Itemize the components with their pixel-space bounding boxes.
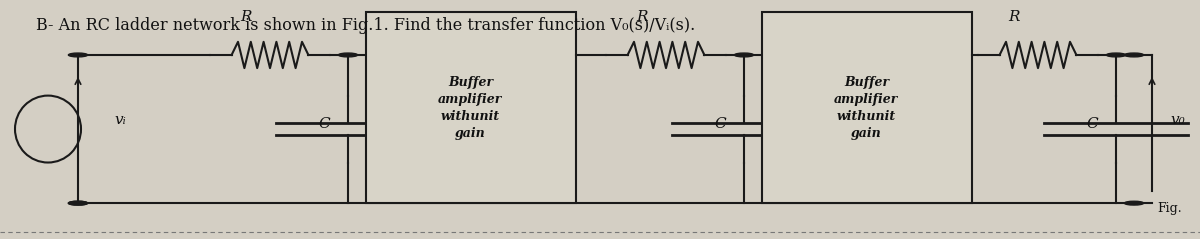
Text: C: C	[318, 117, 330, 131]
Text: R: R	[636, 10, 648, 24]
Circle shape	[1124, 53, 1144, 57]
Text: B- An RC ladder network is shown in Fig.1. Find the transfer function V₀(s)/Vᵢ(s: B- An RC ladder network is shown in Fig.…	[36, 17, 695, 34]
Circle shape	[734, 53, 754, 57]
Circle shape	[68, 201, 88, 205]
Text: R: R	[240, 10, 252, 24]
Text: Buffer
amplifier
withunit
gain: Buffer amplifier withunit gain	[834, 76, 899, 140]
Circle shape	[68, 201, 88, 205]
Circle shape	[68, 53, 88, 57]
Text: v₀: v₀	[1170, 113, 1184, 126]
Circle shape	[1124, 201, 1144, 205]
Text: C: C	[1086, 117, 1098, 131]
FancyBboxPatch shape	[366, 12, 576, 203]
Circle shape	[338, 53, 358, 57]
Text: Buffer
amplifier
withunit
gain: Buffer amplifier withunit gain	[438, 76, 503, 140]
FancyBboxPatch shape	[762, 12, 972, 203]
Text: C: C	[714, 117, 726, 131]
Circle shape	[1106, 53, 1126, 57]
Text: R: R	[1008, 10, 1020, 24]
Text: Fig.: Fig.	[1157, 202, 1182, 215]
Text: vᵢ: vᵢ	[114, 113, 126, 126]
